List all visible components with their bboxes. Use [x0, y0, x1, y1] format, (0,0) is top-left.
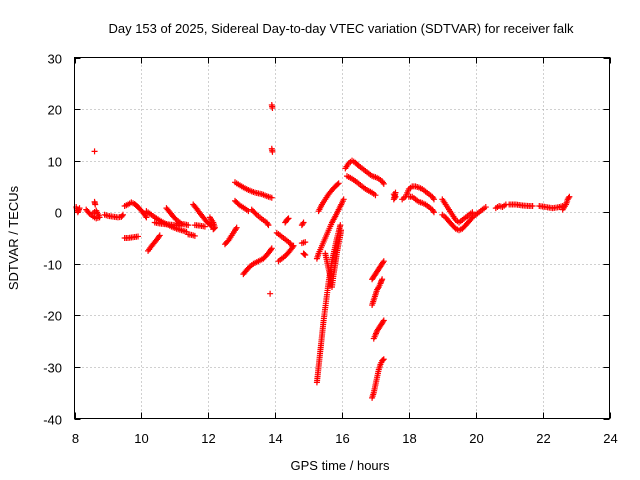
- data-point: [302, 252, 309, 259]
- data-point: [374, 285, 381, 292]
- data-point: [267, 290, 274, 297]
- data-point: [299, 220, 306, 227]
- data-point: [92, 201, 99, 208]
- data-point: [468, 215, 475, 222]
- data-point: [119, 211, 126, 218]
- data-point: [252, 210, 259, 217]
- data-point: [288, 242, 295, 249]
- data-point: [300, 219, 307, 226]
- data-point: [119, 212, 126, 219]
- data-point: [334, 181, 341, 188]
- data-point: [380, 356, 387, 363]
- data-point: [210, 226, 217, 233]
- grid: [74, 57, 610, 419]
- data-point: [143, 214, 150, 221]
- plot-frame: [74, 57, 610, 419]
- data-point: [379, 259, 386, 266]
- y-tick-label: 20: [48, 103, 62, 118]
- data-point: [340, 196, 347, 203]
- data-point: [379, 276, 386, 283]
- y-tick-label: -40: [43, 413, 62, 428]
- x-tick-label: 10: [134, 431, 148, 446]
- data-point: [285, 215, 292, 222]
- x-tick-label: 8: [72, 431, 79, 446]
- data-points: [73, 101, 573, 401]
- data-point: [142, 213, 149, 220]
- data-point: [288, 241, 295, 248]
- data-point: [430, 195, 437, 202]
- data-point: [135, 233, 142, 240]
- data-point: [301, 251, 308, 258]
- x-axis-label: GPS time / hours: [291, 458, 390, 473]
- data-point: [529, 203, 536, 210]
- data-point: [430, 196, 437, 203]
- data-point: [155, 233, 162, 240]
- x-tick-label: 22: [536, 431, 550, 446]
- y-tick-label: 10: [48, 155, 62, 170]
- data-point: [268, 245, 275, 252]
- y-tick-label: -30: [43, 361, 62, 376]
- data-point: [233, 224, 240, 231]
- data-point: [565, 195, 572, 202]
- chart-title: Day 153 of 2025, Sidereal Day-to-day VTE…: [108, 21, 574, 36]
- data-point: [156, 232, 163, 239]
- data-point: [191, 232, 198, 239]
- y-tick-label: -10: [43, 258, 62, 273]
- x-tick-label: 16: [335, 431, 349, 446]
- data-point: [85, 209, 92, 216]
- data-point: [91, 148, 98, 155]
- data-point: [269, 105, 276, 112]
- data-point: [430, 207, 437, 214]
- data-point: [337, 222, 344, 229]
- data-point: [392, 189, 399, 196]
- data-point: [379, 356, 386, 363]
- data-point: [89, 210, 96, 217]
- y-tick-label: 0: [55, 206, 62, 221]
- data-point: [269, 148, 276, 155]
- data-point: [302, 239, 309, 246]
- data-point: [232, 225, 239, 232]
- data-point: [379, 318, 386, 325]
- x-tick-label: 24: [603, 431, 617, 446]
- data-point: [201, 223, 208, 230]
- data-point: [185, 222, 192, 229]
- data-point: [566, 193, 573, 200]
- data-point: [267, 246, 274, 253]
- data-point: [380, 258, 387, 265]
- y-tick-label: -20: [43, 309, 62, 324]
- x-tick-label: 20: [469, 431, 483, 446]
- data-point: [268, 194, 275, 201]
- data-point: [76, 205, 83, 212]
- data-point: [337, 227, 344, 234]
- data-point: [430, 209, 437, 216]
- x-tick-label: 12: [201, 431, 215, 446]
- data-point: [264, 220, 271, 227]
- x-tick-label: 14: [268, 431, 282, 446]
- x-tick-label: 18: [402, 431, 416, 446]
- y-tick-label: 30: [48, 52, 62, 67]
- data-point: [265, 222, 272, 229]
- axes: 8 10 12 14 16 18 20 22 24 30 20 10 0 -10 -20 -30 -40: [43, 52, 618, 447]
- data-point: [284, 216, 291, 223]
- data-point: [379, 179, 386, 186]
- data-point: [469, 209, 476, 216]
- data-point: [335, 180, 342, 187]
- data-point: [380, 317, 387, 324]
- data-point: [211, 225, 218, 232]
- data-point: [380, 180, 387, 187]
- y-axis-label: SDTVAR / TECUs: [6, 185, 21, 290]
- data-point: [372, 192, 379, 199]
- data-point: [482, 204, 489, 211]
